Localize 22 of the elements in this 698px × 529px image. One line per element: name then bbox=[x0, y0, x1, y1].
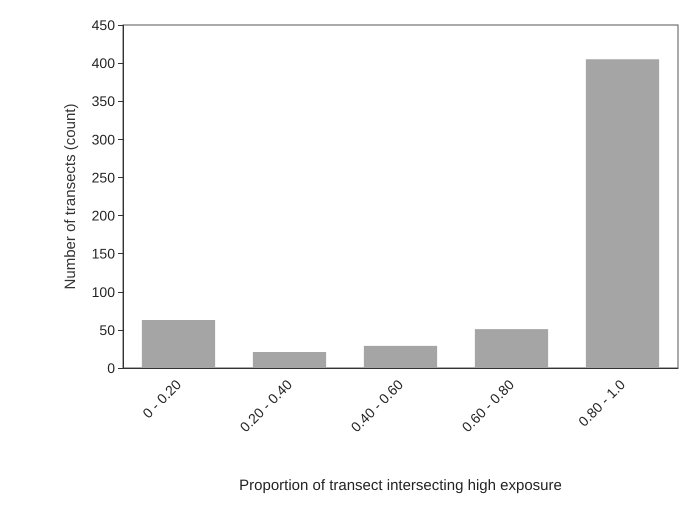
y-tick-label: 300 bbox=[92, 131, 116, 148]
y-tick-label: 400 bbox=[92, 55, 116, 72]
bar bbox=[252, 352, 326, 368]
bar bbox=[364, 346, 438, 368]
x-tick-label: 0 - 0.20 bbox=[139, 376, 184, 422]
y-tick-label: 50 bbox=[99, 322, 116, 338]
x-tick-label: 0.80 - 1.0 bbox=[575, 376, 628, 430]
bar bbox=[474, 329, 548, 368]
bar bbox=[142, 320, 216, 368]
x-tick-label: 0.20 - 0.40 bbox=[236, 376, 296, 435]
y-tick-label: 100 bbox=[92, 284, 116, 300]
x-tick-label: 0.60 - 0.80 bbox=[458, 376, 518, 435]
y-tick-label: 350 bbox=[92, 93, 116, 110]
y-tick-label: 450 bbox=[92, 17, 116, 33]
x-axis-title: Proportion of transect intersecting high exposure bbox=[239, 477, 562, 494]
y-tick-label: 150 bbox=[92, 246, 116, 262]
bar bbox=[586, 59, 660, 368]
y-tick-label: 0 bbox=[107, 360, 116, 376]
y-tick-label: 200 bbox=[92, 208, 116, 224]
x-tick-label: 0.40 - 0.60 bbox=[348, 376, 406, 435]
y-tick-label: 250 bbox=[92, 169, 116, 186]
y-axis-title: Number of transects (count) bbox=[62, 104, 79, 290]
